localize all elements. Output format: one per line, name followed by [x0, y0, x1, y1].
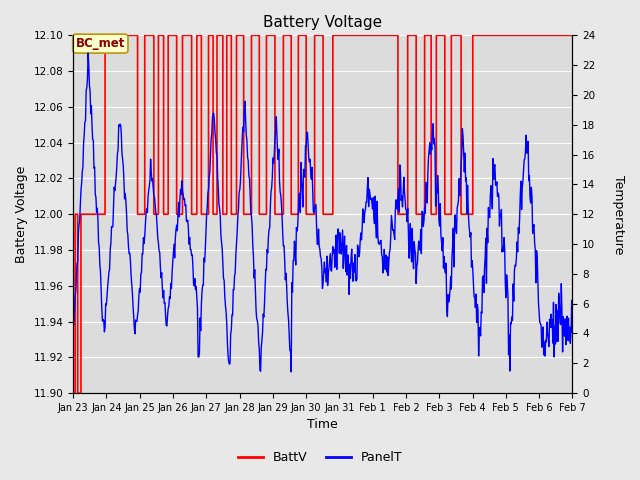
Y-axis label: Battery Voltage: Battery Voltage [15, 166, 28, 263]
X-axis label: Time: Time [307, 419, 338, 432]
Legend: BattV, PanelT: BattV, PanelT [232, 446, 408, 469]
Title: Battery Voltage: Battery Voltage [263, 15, 382, 30]
Y-axis label: Temperature: Temperature [612, 175, 625, 254]
Text: BC_met: BC_met [76, 37, 125, 50]
